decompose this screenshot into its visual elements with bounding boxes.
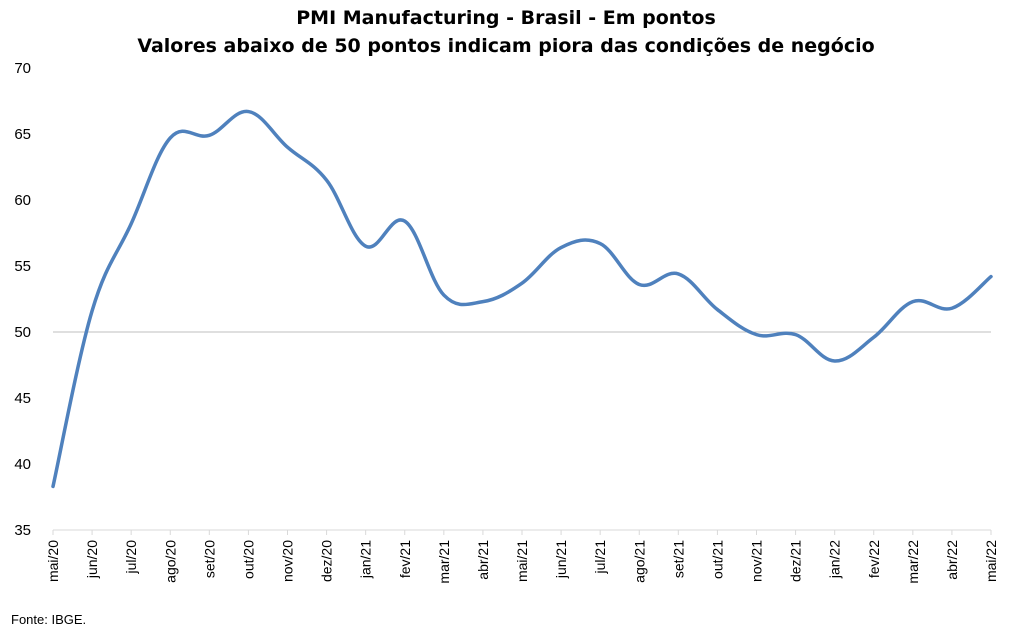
y-tick-label: 65 [14,126,31,143]
x-tick-label: jul/20 [123,540,139,575]
x-tick-label: jun/20 [84,540,100,579]
y-tick-label: 40 [14,456,31,473]
x-tick-label: set/21 [670,540,686,578]
x-tick-label: mai/20 [45,540,61,582]
x-tick-label: mar/22 [905,540,921,584]
x-tick-label: mai/22 [983,540,999,582]
y-tick-label: 60 [14,192,31,209]
source-note: Fonte: IBGE. [11,612,87,627]
y-tick-label: 45 [14,390,31,407]
x-tick-label: ago/21 [631,540,647,583]
x-tick-label: dez/21 [788,540,804,582]
x-tick-label: jan/21 [358,540,374,579]
x-tick-label: jun/21 [553,540,569,579]
y-tick-label: 70 [14,60,31,77]
x-tick-label: nov/20 [280,540,296,582]
x-tick-label: out/21 [709,540,725,579]
series-line [51,109,993,489]
x-tick-label: dez/20 [319,540,335,582]
x-tick-label: mai/21 [514,540,530,582]
y-tick-label: 50 [14,324,31,341]
x-tick-label: set/20 [201,540,217,578]
x-tick-label: jul/21 [592,540,608,575]
chart-title: PMI Manufacturing - Brasil - Em pontos [296,7,716,29]
chart-subtitle: Valores abaixo de 50 pontos indicam pior… [137,35,875,57]
x-tick-label: jan/22 [827,540,843,579]
x-tick-label: abr/21 [475,540,491,580]
x-tick-label: nov/21 [749,540,765,582]
y-tick-label: 35 [14,522,31,539]
x-tick-label: mar/21 [436,540,452,584]
y-tick-label: 55 [14,258,31,275]
x-tick-label: abr/22 [944,540,960,580]
x-tick-label: fev/22 [866,540,882,578]
x-tick-label: out/20 [240,540,256,579]
x-tick-label: fev/21 [397,540,413,578]
x-tick-label: ago/20 [162,540,178,583]
